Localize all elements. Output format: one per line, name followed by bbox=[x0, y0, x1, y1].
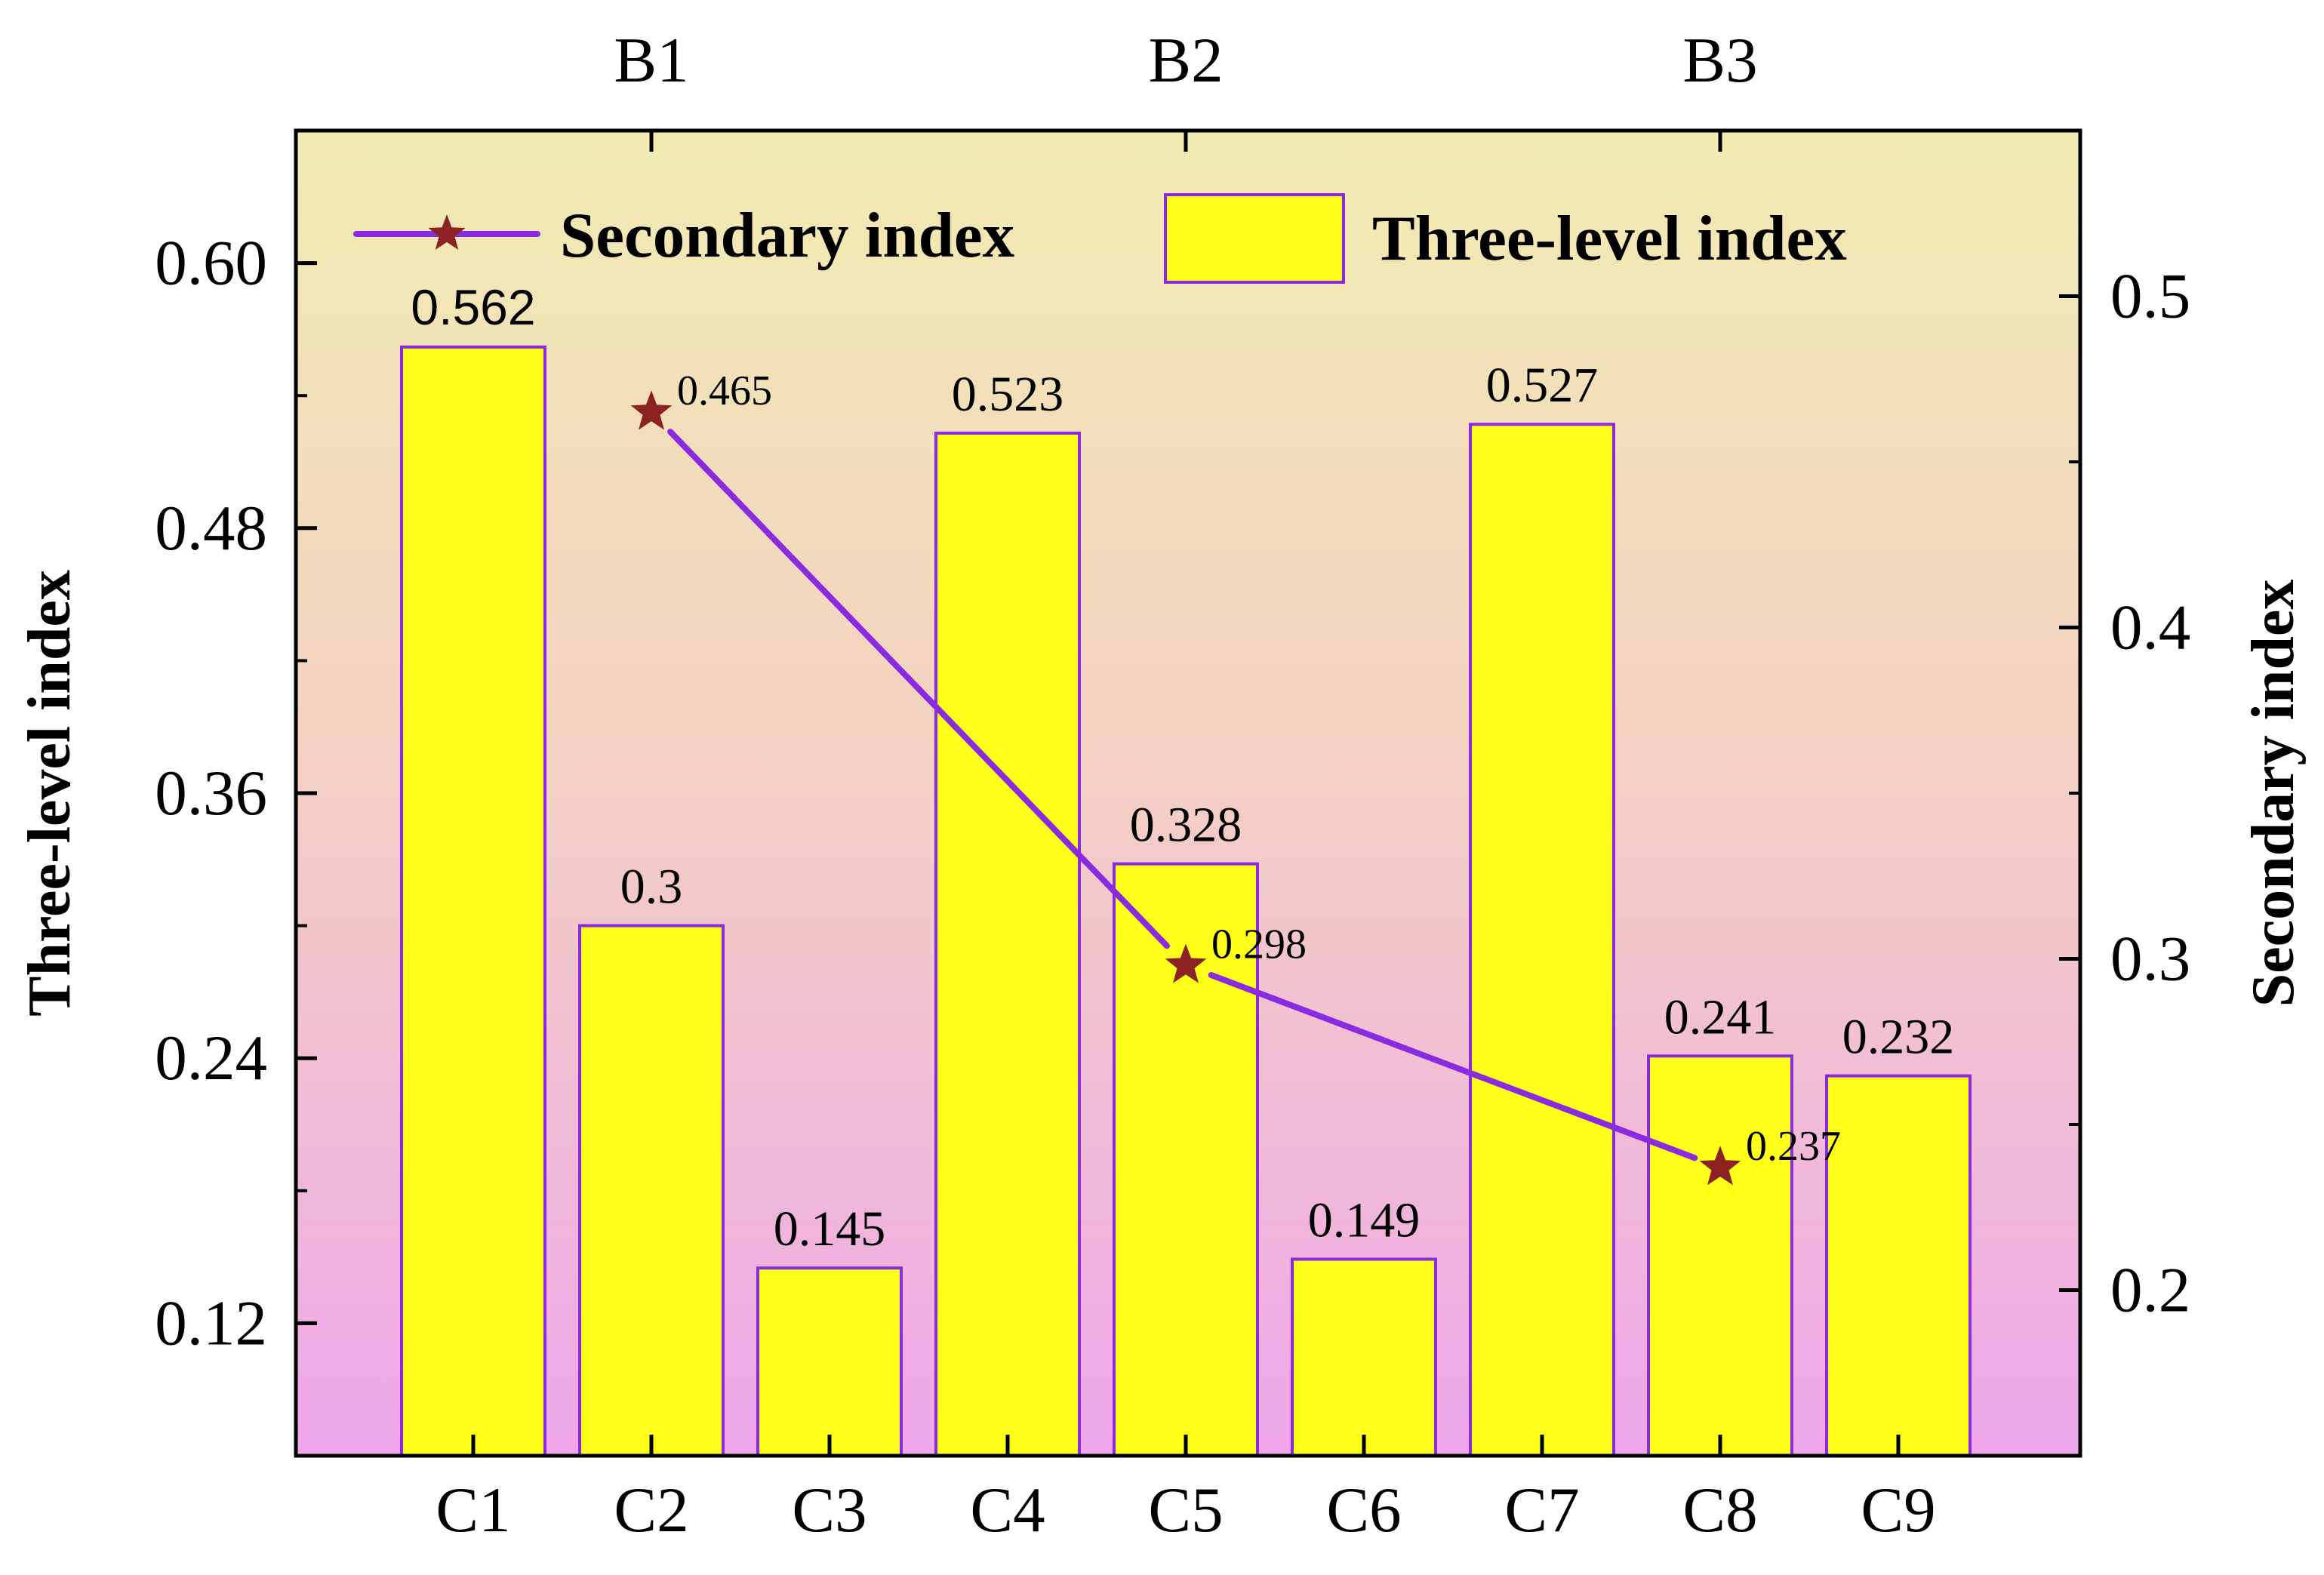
category-label-C5: C5 bbox=[1148, 1475, 1223, 1546]
bar-C2 bbox=[578, 924, 725, 1457]
bar-C4 bbox=[934, 431, 1081, 1457]
category-label-C2: C2 bbox=[614, 1475, 688, 1546]
bar-value-label-C1: 0.562 bbox=[411, 279, 535, 335]
secondary-marker-C5 bbox=[1165, 943, 1207, 983]
left-tick-label: 0.60 bbox=[155, 228, 267, 299]
category-label-C9: C9 bbox=[1861, 1475, 1935, 1546]
group-label-B2: B2 bbox=[1148, 25, 1223, 96]
legend-label-secondary: Secondary index bbox=[560, 200, 1015, 271]
secondary-line-segment bbox=[1208, 972, 1698, 1161]
group-label-B1: B1 bbox=[614, 25, 688, 96]
right-tick-label: 0.3 bbox=[2110, 924, 2190, 995]
bar-C6 bbox=[1291, 1257, 1437, 1457]
bar-value-label-C4: 0.523 bbox=[952, 367, 1064, 422]
secondary-marker-C8 bbox=[1699, 1146, 1741, 1186]
bar-C9 bbox=[1825, 1074, 1972, 1457]
category-label-C7: C7 bbox=[1504, 1475, 1579, 1546]
text-layer: 0.562 0.3 0.145 0.523 0.328 0.149 0.527 0.241 0.… bbox=[17, 25, 2307, 1546]
left-tick-label: 0.48 bbox=[155, 493, 267, 564]
bar-value-label-C6: 0.149 bbox=[1308, 1193, 1421, 1248]
legend-bar-swatch bbox=[1164, 193, 1345, 284]
left-tick-label: 0.12 bbox=[155, 1287, 267, 1358]
category-label-C6: C6 bbox=[1326, 1475, 1401, 1546]
bar-value-label-C3: 0.145 bbox=[774, 1201, 886, 1257]
bar-C8 bbox=[1647, 1054, 1793, 1457]
bar-C3 bbox=[756, 1266, 903, 1457]
left-axis-title: Three-level index bbox=[17, 570, 83, 1017]
legend-star-marker bbox=[428, 214, 466, 250]
category-label-C8: C8 bbox=[1682, 1475, 1757, 1546]
secondary-value-label-C5: 0.298 bbox=[1211, 921, 1307, 967]
bar-value-label-C2: 0.3 bbox=[620, 860, 683, 915]
bar-value-label-C5: 0.328 bbox=[1130, 798, 1242, 853]
bar-value-label-C8: 0.241 bbox=[1664, 989, 1777, 1044]
right-tick-label: 0.4 bbox=[2110, 592, 2190, 663]
bar-value-label-C9: 0.232 bbox=[1842, 1010, 1955, 1065]
category-label-C3: C3 bbox=[792, 1475, 866, 1546]
right-axis-title: Secondary index bbox=[2240, 580, 2307, 1007]
bars-layer bbox=[400, 345, 1972, 1457]
group-label-B3: B3 bbox=[1682, 25, 1757, 96]
legend: Secondary index Three-level index bbox=[353, 193, 1847, 284]
bar-value-label-C7: 0.527 bbox=[1486, 358, 1599, 413]
secondary-line-segment bbox=[667, 429, 1170, 949]
secondary-marker-C2 bbox=[630, 390, 673, 430]
left-tick-label: 0.24 bbox=[155, 1023, 267, 1094]
category-label-C1: C1 bbox=[436, 1475, 510, 1546]
bar-C7 bbox=[1469, 423, 1615, 1457]
left-tick-label: 0.36 bbox=[155, 758, 267, 829]
secondary-line-layer bbox=[630, 390, 1741, 1186]
right-tick-label: 0.5 bbox=[2110, 261, 2190, 332]
legend-label-three-level: Three-level index bbox=[1372, 203, 1847, 274]
axes-layer bbox=[294, 128, 2082, 1458]
secondary-value-label-C8: 0.237 bbox=[1746, 1123, 1841, 1170]
right-tick-label: 0.2 bbox=[2110, 1255, 2190, 1326]
secondary-value-label-C2: 0.465 bbox=[677, 368, 772, 414]
bar-C1 bbox=[400, 345, 546, 1457]
category-label-C4: C4 bbox=[970, 1475, 1045, 1546]
